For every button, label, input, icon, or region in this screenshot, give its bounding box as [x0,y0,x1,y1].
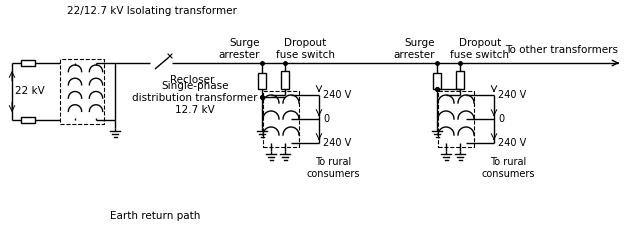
Bar [21,117,35,123]
Text: 240 V: 240 V [498,90,526,100]
Bar [433,73,441,89]
Bar [60,59,104,124]
Bar [456,71,464,89]
Text: To rural
consumers: To rural consumers [307,157,360,178]
Text: To other transformers: To other transformers [505,45,618,55]
Bar [258,73,266,89]
Bar [263,91,299,147]
Text: 240 V: 240 V [498,138,526,148]
Text: 22/12.7 kV Isolating transformer: 22/12.7 kV Isolating transformer [67,6,237,16]
Bar [281,71,289,89]
Text: Surge
arrester: Surge arrester [218,38,260,60]
Bar [438,91,474,147]
Text: Earth return path: Earth return path [110,211,200,221]
Text: 240 V: 240 V [323,90,351,100]
Text: Surge
arrester: Surge arrester [394,38,435,60]
Text: To rural
consumers: To rural consumers [481,157,535,178]
Text: 0: 0 [498,114,504,124]
Text: Single-phase
distribution transformer
12.7 kV: Single-phase distribution transformer 12… [132,81,258,115]
Text: 240 V: 240 V [323,138,351,148]
Text: 0: 0 [323,114,329,124]
Text: Recloser: Recloser [170,75,214,85]
Text: 22 kV: 22 kV [15,86,45,96]
Bar [21,60,35,66]
Text: Dropout
fuse switch: Dropout fuse switch [451,38,509,60]
Text: Dropout
fuse switch: Dropout fuse switch [275,38,335,60]
